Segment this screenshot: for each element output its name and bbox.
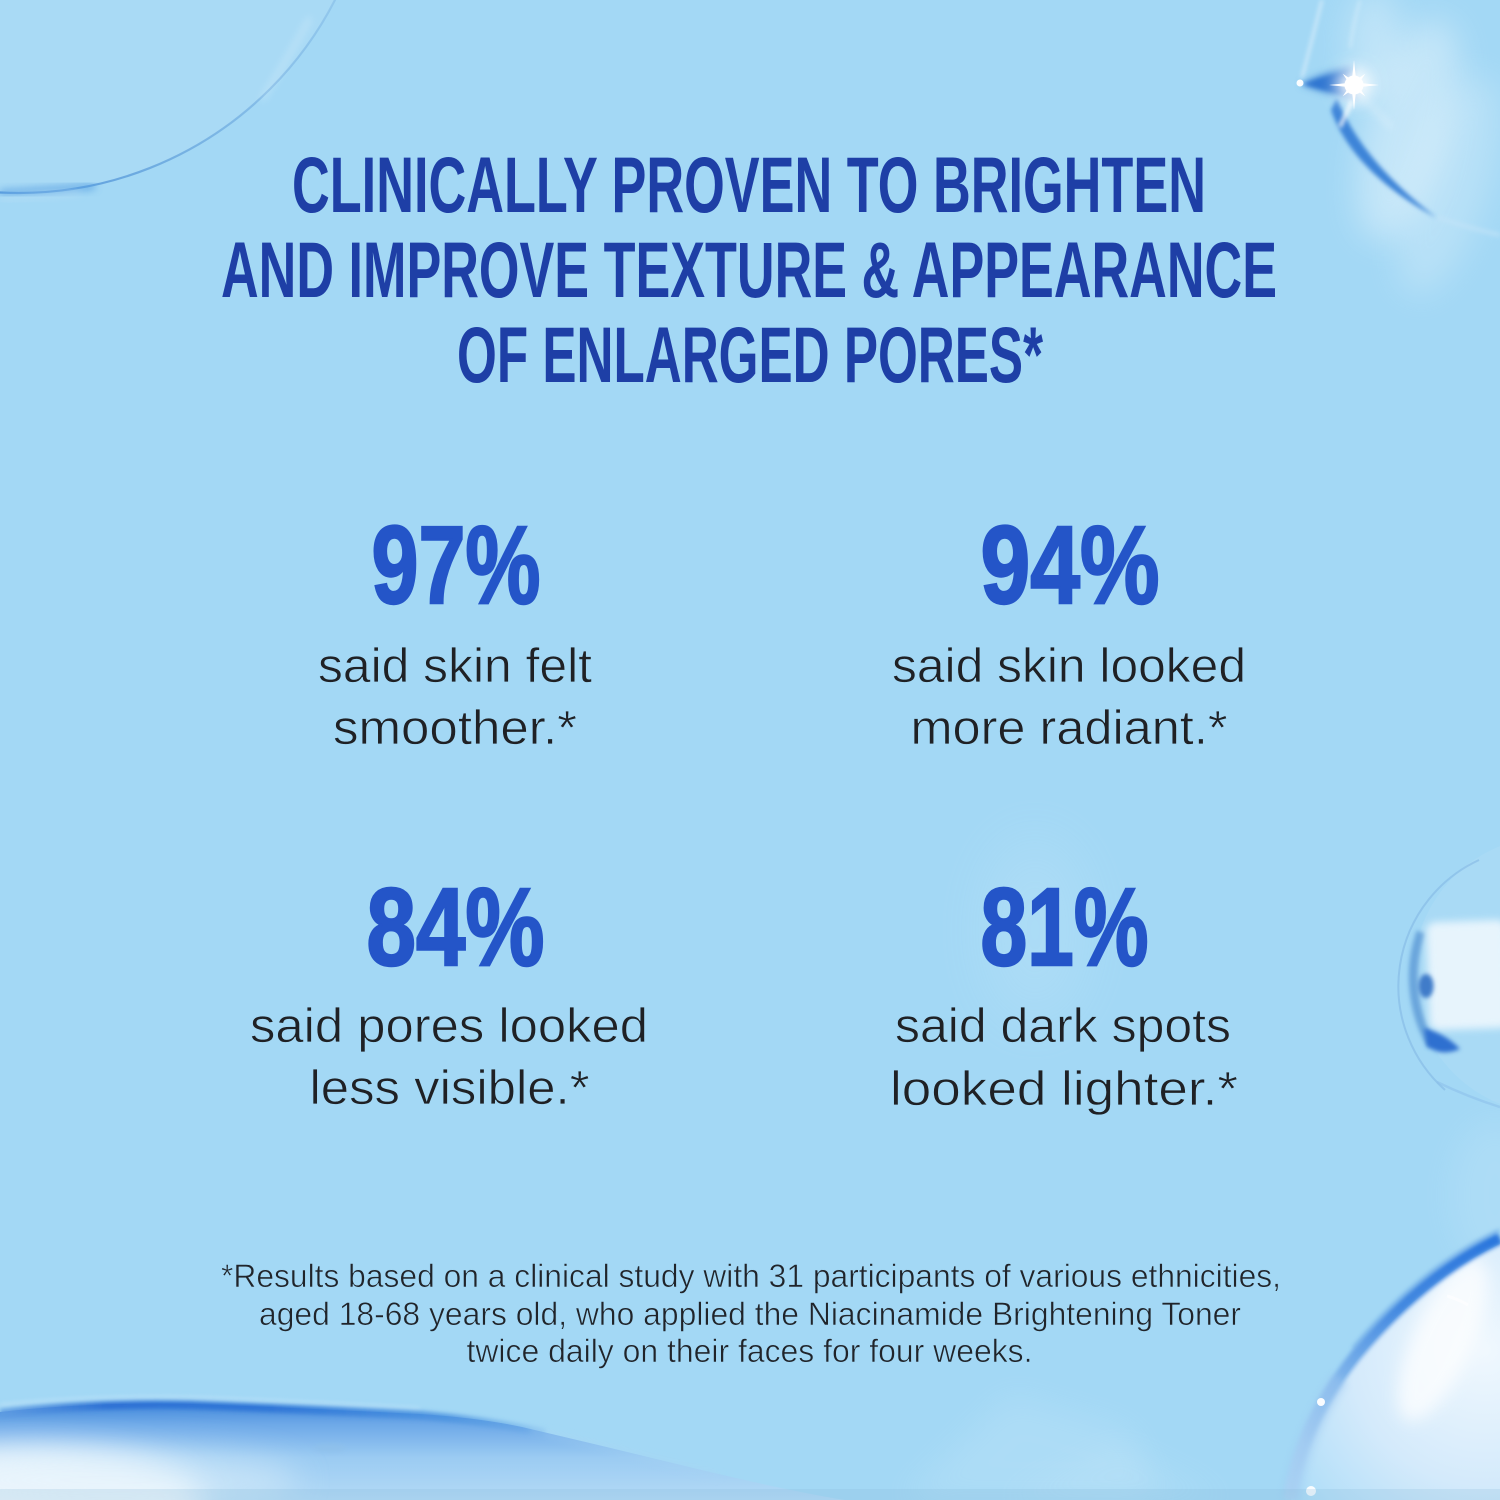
svg-text:said dark spots: said dark spots bbox=[895, 1000, 1231, 1053]
svg-text:84%: 84% bbox=[367, 866, 545, 989]
svg-text:CLINICALLY PROVEN TO BRIGHTEN: CLINICALLY PROVEN TO BRIGHTEN bbox=[292, 140, 1206, 229]
svg-text:more radiant.*: more radiant.* bbox=[911, 702, 1228, 755]
svg-text:81%: 81% bbox=[981, 866, 1149, 989]
svg-text:said skin felt: said skin felt bbox=[318, 640, 592, 693]
svg-text:less visible.*: less visible.* bbox=[310, 1062, 590, 1115]
svg-text:*Results based on a clinical s: *Results based on a clinical study with … bbox=[221, 1258, 1281, 1294]
svg-text:97%: 97% bbox=[372, 504, 541, 627]
svg-text:smoother.*: smoother.* bbox=[333, 702, 577, 755]
svg-text:said skin looked: said skin looked bbox=[892, 640, 1246, 693]
svg-text:said pores looked: said pores looked bbox=[250, 1000, 648, 1053]
svg-text:94%: 94% bbox=[981, 504, 1160, 627]
svg-text:AND IMPROVE TEXTURE & APPEARAN: AND IMPROVE TEXTURE & APPEARANCE bbox=[221, 225, 1277, 314]
svg-text:twice daily on their faces for: twice daily on their faces for four week… bbox=[467, 1333, 1033, 1369]
svg-text:OF ENLARGED PORES*: OF ENLARGED PORES* bbox=[457, 310, 1043, 399]
svg-text:aged 18-68 years old, who appl: aged 18-68 years old, who applied the Ni… bbox=[259, 1296, 1241, 1332]
svg-text:looked lighter.*: looked lighter.* bbox=[890, 1063, 1238, 1116]
